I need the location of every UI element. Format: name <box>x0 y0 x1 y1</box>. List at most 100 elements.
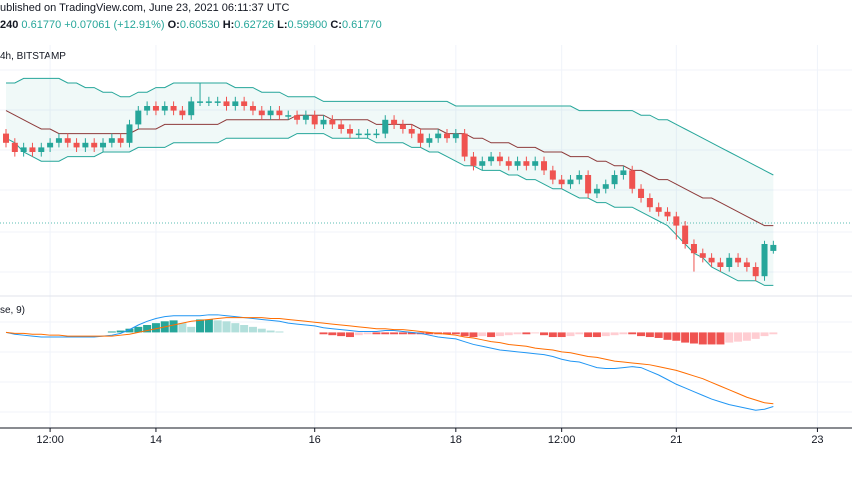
candle-body-43 <box>382 119 389 134</box>
symbol-label: 4h, BITSTAMP <box>0 51 66 62</box>
candle-body-19 <box>170 106 177 111</box>
candle-body-69 <box>611 175 618 185</box>
candle-body-58 <box>514 161 521 166</box>
candle-53 <box>470 152 477 171</box>
candle-50 <box>444 129 450 143</box>
candle-body-42 <box>373 133 380 136</box>
candle-6 <box>55 133 62 148</box>
macd-hist-bar-71 <box>628 332 637 335</box>
candle-body-39 <box>346 129 353 134</box>
macd-hist-bar-45 <box>398 332 407 335</box>
macd-hist-bar-75 <box>663 332 672 340</box>
candle-55 <box>488 152 495 166</box>
candle-body-45 <box>399 124 406 129</box>
candle-82 <box>726 253 733 272</box>
macd-hist-bar-23 <box>204 319 213 333</box>
candle-12 <box>108 133 115 148</box>
candle-body-2 <box>20 147 27 152</box>
candle-4 <box>38 142 45 157</box>
candle-10 <box>91 138 98 152</box>
candle-76 <box>673 211 680 240</box>
macd-hist-bar-53 <box>469 332 478 338</box>
macd-hist-bar-13 <box>116 330 125 333</box>
macd-hist-bar-43 <box>381 332 390 335</box>
candle-body-84 <box>743 262 750 267</box>
candle-body-66 <box>585 175 592 194</box>
candle-77 <box>682 221 689 249</box>
candle-38 <box>338 119 345 134</box>
candle-body-17 <box>152 106 159 111</box>
macd-hist-bar-59 <box>522 332 531 335</box>
candle-8 <box>73 138 80 152</box>
candle-9 <box>82 138 89 152</box>
macd-hist-bar-25 <box>222 321 231 333</box>
macd-hist-bar-81 <box>716 332 725 345</box>
candle-body-54 <box>479 161 486 166</box>
close-value-2: 0.61770 <box>341 19 382 31</box>
candle-body-50 <box>444 133 450 139</box>
candle-body-71 <box>629 170 636 189</box>
macd-hist-bar-28 <box>248 326 257 333</box>
candle-body-78 <box>690 244 697 254</box>
macd-hist-bar-65 <box>575 332 584 335</box>
candle-69 <box>611 170 618 189</box>
candle-body-85 <box>752 267 759 277</box>
candle-86 <box>761 240 768 281</box>
candle-78 <box>690 239 697 272</box>
candle-61 <box>541 156 548 175</box>
macd-hist-bar-70 <box>619 332 628 335</box>
candle-body-70 <box>620 170 627 175</box>
candle-body-15 <box>135 110 142 125</box>
candle-45 <box>399 119 406 134</box>
candle-30 <box>267 106 274 120</box>
macd-hist-bar-54 <box>478 332 487 337</box>
candle-73 <box>646 193 653 212</box>
candle-80 <box>708 253 715 267</box>
macd-hist-bar-79 <box>698 332 707 345</box>
candle-84 <box>743 257 750 272</box>
candle-65 <box>576 170 583 185</box>
macd-hist-bar-50 <box>443 332 451 335</box>
candle-body-62 <box>549 170 556 180</box>
candle-16 <box>144 101 151 116</box>
macd-hist-bar-26 <box>231 323 240 333</box>
candle-75 <box>664 207 671 221</box>
candle-body-6 <box>55 138 62 143</box>
candle-body-35 <box>311 115 318 125</box>
candle-body-23 <box>205 101 212 103</box>
time-tick-label-0: 12:00 <box>36 434 64 446</box>
candle-34 <box>302 110 309 125</box>
candle-39 <box>346 124 353 139</box>
bollinger-fill <box>6 78 774 286</box>
candle-body-81 <box>717 262 724 267</box>
macd-hist-bar-44 <box>390 332 399 335</box>
macd-hist-bar-29 <box>257 328 266 333</box>
macd-hist-bar-73 <box>645 332 654 338</box>
candle-body-59 <box>523 161 530 166</box>
candle-25 <box>223 96 230 111</box>
candle-0 <box>3 129 9 148</box>
time-tick-label-6: 23 <box>811 434 823 446</box>
macd-hist-bar-16 <box>143 325 152 333</box>
macd-hist-bar-63 <box>557 332 566 338</box>
candle-5 <box>47 138 54 152</box>
time-tick-label-2: 16 <box>309 434 321 446</box>
candle-60 <box>532 156 539 171</box>
low-label: L: <box>277 19 288 31</box>
macd-hist-bar-83 <box>734 332 743 342</box>
candle-11 <box>100 138 107 152</box>
candle-48 <box>426 133 433 148</box>
time-tick-label-3: 18 <box>450 434 462 446</box>
macd-hist-bar-56 <box>495 332 504 337</box>
candle-44 <box>391 115 398 129</box>
candle-59 <box>523 156 530 171</box>
candle-body-82 <box>726 257 733 267</box>
candle-body-8 <box>73 142 80 148</box>
macd-hist-bar-76 <box>672 332 681 341</box>
candle-17 <box>152 101 159 116</box>
macd-line <box>5 314 774 411</box>
candle-body-87 <box>770 244 777 251</box>
macd-hist-bar-15 <box>134 326 143 333</box>
